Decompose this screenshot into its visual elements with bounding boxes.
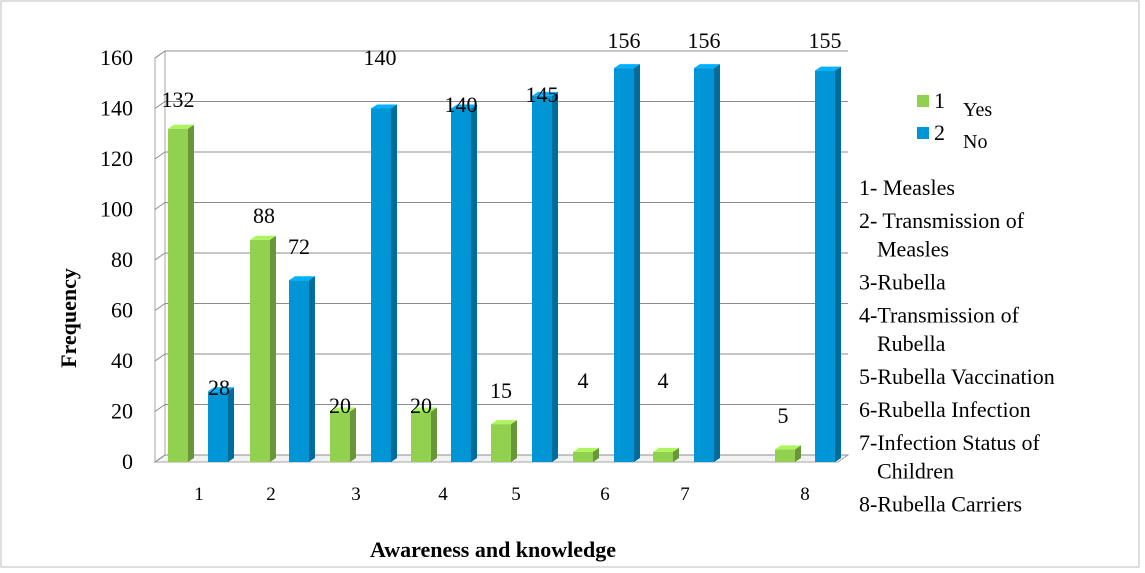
- category-key-item-8: 8-Rubella Carriers: [859, 492, 1022, 517]
- data-label-yes-6: 4: [578, 368, 589, 393]
- legend-number: 1: [934, 88, 945, 113]
- data-label-yes-2: 88: [253, 203, 275, 228]
- bar-no-6: [614, 64, 640, 462]
- bar-yes-6: [573, 448, 599, 462]
- data-label-no-5: 145: [526, 82, 559, 107]
- x-tick-label-7: 7: [680, 484, 690, 505]
- bar-no-7: [694, 64, 720, 462]
- x-axis-label: Awareness and knowledge: [370, 537, 616, 562]
- data-label-no-2: 72: [288, 234, 310, 259]
- y-tick-label: 160: [100, 45, 133, 70]
- y-tick-label: 100: [100, 197, 133, 222]
- legend-series-name: Yes: [963, 99, 992, 121]
- category-key-item-6: 6-Rubella Infection: [859, 397, 1031, 422]
- data-label-no-1: 28: [208, 375, 230, 400]
- x-tick-label-5: 5: [511, 484, 521, 505]
- category-key-text: 7-Infection Status of: [859, 430, 1041, 455]
- category-key-text: 3-Rubella: [859, 270, 946, 295]
- data-label-no-8: 155: [809, 28, 842, 53]
- legend-number: 2: [934, 120, 945, 145]
- y-tick-label: 140: [100, 96, 133, 121]
- category-key-item-3: 3-Rubella: [859, 270, 946, 295]
- data-label-no-3: 140: [364, 45, 397, 70]
- data-label-yes-7: 4: [658, 368, 669, 393]
- y-tick-label: 80: [111, 247, 133, 272]
- bar-yes-1: [168, 125, 194, 462]
- data-label-yes-3: 20: [329, 393, 351, 418]
- bar-no-2: [289, 276, 315, 462]
- legend-swatch: [917, 95, 929, 107]
- category-key-text: 5-Rubella Vaccination: [859, 364, 1055, 389]
- x-tick-label-4: 4: [438, 484, 448, 505]
- y-tick-label: 120: [100, 146, 133, 171]
- category-key-text: 6-Rubella Infection: [859, 397, 1031, 422]
- bar-no-8: [815, 67, 841, 462]
- category-key-item-1: 1- Measles: [859, 175, 955, 200]
- y-tick-label: 60: [111, 298, 133, 323]
- y-axis-label: Frequency: [56, 268, 81, 368]
- bar-no-4: [451, 105, 477, 463]
- data-label-yes-1: 132: [162, 87, 195, 112]
- data-label-no-4: 140: [445, 92, 478, 117]
- y-tick-label: 40: [111, 348, 133, 373]
- x-tick-label-1: 1: [194, 484, 204, 505]
- category-key-text: 2- Transmission of: [859, 208, 1025, 233]
- category-key-text: 4-Transmission of: [859, 303, 1020, 328]
- y-tick-label: 20: [111, 399, 133, 424]
- y-tick-label: 0: [122, 449, 133, 474]
- data-label-yes-8: 5: [778, 403, 789, 428]
- data-label-yes-5: 15: [490, 378, 512, 403]
- category-key-text: Rubella: [877, 331, 946, 356]
- data-label-no-7: 156: [688, 28, 721, 53]
- category-key-item-5: 5-Rubella Vaccination: [859, 364, 1055, 389]
- bar-no-5: [532, 92, 558, 462]
- category-key-text: 8-Rubella Carriers: [859, 492, 1022, 517]
- legend-swatch: [917, 127, 929, 139]
- x-tick-label-3: 3: [351, 484, 361, 505]
- legend-series-name: No: [963, 131, 987, 153]
- bar-yes-2: [250, 236, 276, 462]
- category-key-text: Children: [877, 459, 954, 484]
- data-label-yes-4: 20: [410, 393, 432, 418]
- category-key-text: 1- Measles: [859, 175, 955, 200]
- x-tick-label-2: 2: [266, 484, 276, 505]
- bar-yes-8: [775, 445, 801, 462]
- x-tick-label-6: 6: [600, 484, 610, 505]
- bar-no-3: [371, 105, 397, 463]
- category-key-text: Measles: [877, 237, 949, 262]
- data-label-no-6: 156: [608, 28, 641, 53]
- bar-yes-5: [491, 420, 517, 462]
- bar-yes-7: [653, 448, 679, 462]
- x-tick-label-8: 8: [800, 484, 810, 505]
